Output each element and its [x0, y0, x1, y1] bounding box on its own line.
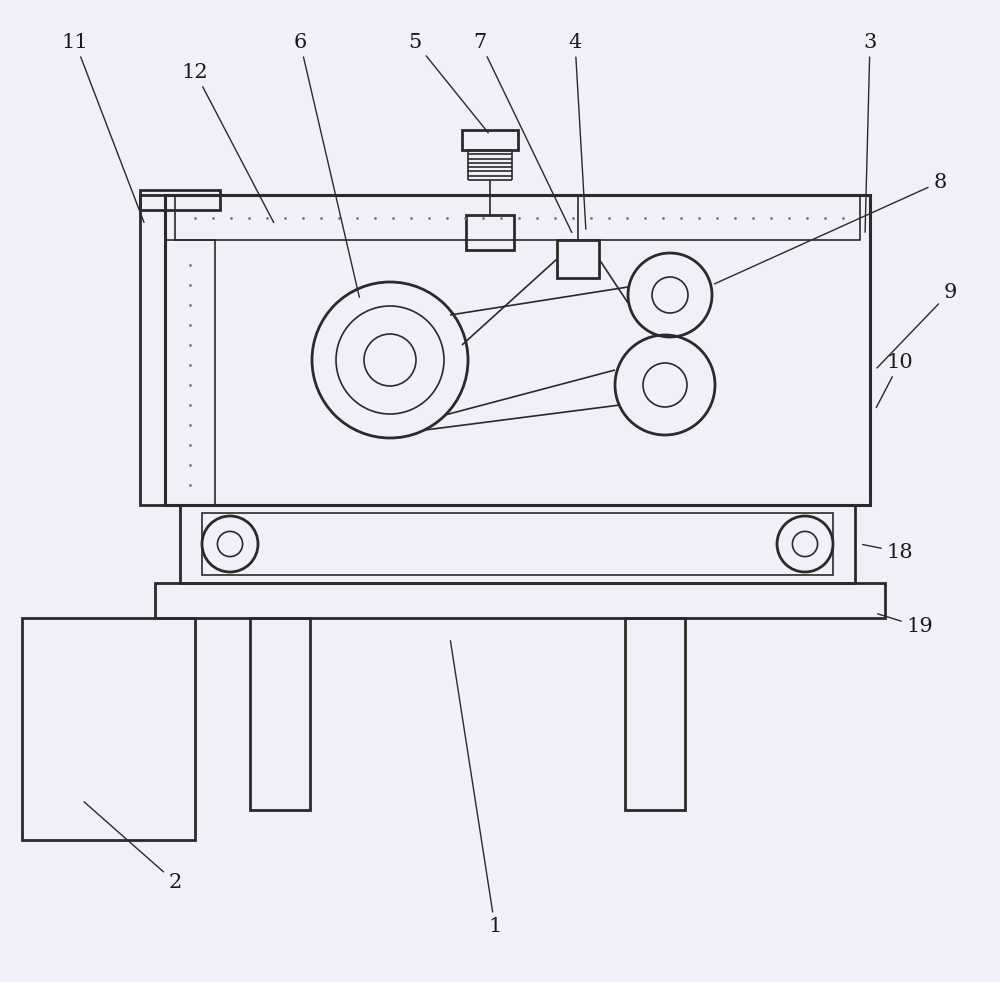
Text: 10: 10: [876, 353, 913, 408]
Text: 19: 19: [878, 614, 933, 636]
Text: 8: 8: [715, 173, 947, 284]
Text: 18: 18: [863, 542, 913, 562]
Bar: [250, 618, 310, 810]
Text: 6: 6: [293, 32, 359, 298]
Text: 12: 12: [182, 63, 274, 223]
Bar: [140, 195, 165, 505]
Text: 9: 9: [877, 283, 957, 368]
Text: 2: 2: [84, 802, 182, 892]
Bar: [165, 240, 215, 505]
Bar: [140, 190, 220, 210]
Text: 4: 4: [568, 32, 586, 229]
Bar: [625, 618, 685, 810]
Bar: [557, 240, 599, 278]
Text: 5: 5: [408, 32, 488, 133]
Text: 7: 7: [473, 32, 572, 233]
Bar: [175, 195, 860, 240]
Text: 3: 3: [863, 32, 877, 232]
Text: 11: 11: [62, 32, 144, 222]
Bar: [466, 215, 514, 250]
Bar: [165, 195, 870, 505]
Bar: [22, 618, 195, 840]
Bar: [462, 130, 518, 150]
Bar: [155, 583, 885, 618]
Bar: [202, 513, 833, 575]
Text: 1: 1: [450, 640, 502, 937]
Bar: [180, 505, 855, 583]
